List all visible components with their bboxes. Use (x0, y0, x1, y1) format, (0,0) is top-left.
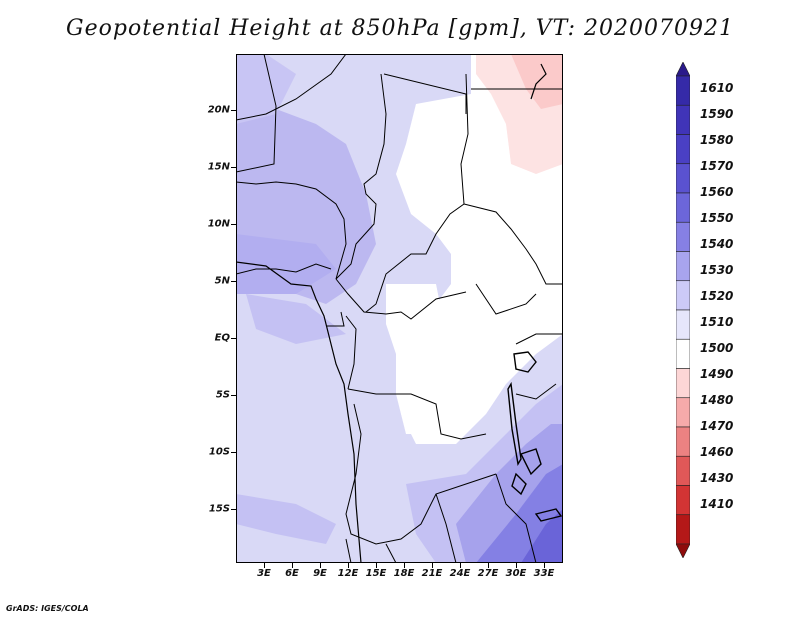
field-congo-white (386, 284, 446, 354)
colorbar-segment (676, 543, 690, 558)
lon-tick (544, 563, 545, 568)
lat-tick (231, 395, 236, 396)
lon-tick (292, 563, 293, 568)
colorbar-segment (676, 368, 690, 399)
lon-tick (348, 563, 349, 568)
lat-label: 15S (208, 503, 230, 515)
colorbar-label: 1500 (700, 341, 734, 355)
colorbar-segment (676, 485, 690, 516)
lat-tick (231, 338, 236, 339)
colorbar-label: 1540 (700, 237, 734, 251)
colorbar-segment (676, 514, 690, 545)
lon-label: 9E (313, 568, 327, 579)
colorbar-segment (676, 338, 690, 369)
colorbar-segment (676, 104, 690, 135)
lon-tick (460, 563, 461, 568)
colorbar-segment (676, 62, 690, 77)
colorbar-segment (676, 426, 690, 457)
lon-tick (404, 563, 405, 568)
field-south-darkest (521, 509, 563, 563)
field-southwest-patch (236, 494, 336, 544)
lon-label: 3E (257, 568, 271, 579)
colorbar-segment (676, 455, 690, 486)
lakes (507, 351, 563, 522)
colorbar-segment (676, 280, 690, 311)
lon-label: 27E (477, 568, 499, 579)
lat-label: 10N (207, 218, 230, 230)
colorbar-segment (676, 221, 690, 252)
lat-label: 10S (208, 446, 230, 458)
lon-label: 12E (337, 568, 359, 579)
field-gulf-coast (236, 234, 336, 294)
colorbar (676, 62, 690, 558)
field-basin-white (396, 354, 486, 434)
colorbar-label: 1580 (700, 133, 734, 147)
lon-tick (432, 563, 433, 568)
colorbar-segment (676, 192, 690, 223)
colorbar-label: 1480 (700, 393, 734, 407)
lat-label: 20N (207, 104, 230, 116)
colorbar-label: 1610 (700, 81, 734, 95)
colorbar-segment (676, 309, 690, 340)
lat-label: EQ (214, 332, 230, 344)
colorbar-label: 1520 (700, 289, 734, 303)
lon-label: 21E (421, 568, 443, 579)
colorbar-label: 1470 (700, 419, 734, 433)
lat-tick (231, 281, 236, 282)
colorbar-segment (676, 251, 690, 282)
colorbar-label: 1410 (700, 497, 734, 511)
coastline (236, 63, 547, 563)
colorbar-label: 1560 (700, 185, 734, 199)
colorbar-label: 1530 (700, 263, 734, 277)
geopotential-map (236, 54, 563, 563)
field-northeast-deeppink (511, 54, 563, 109)
colorbar-label: 1490 (700, 367, 734, 381)
colorbar-label: 1550 (700, 211, 734, 225)
colorbar-segment (676, 134, 690, 165)
map-frame (236, 54, 563, 563)
colorbar-segments (676, 62, 690, 558)
lon-label: 15E (365, 568, 387, 579)
lat-tick (231, 110, 236, 111)
lon-tick (264, 563, 265, 568)
lon-label: 18E (393, 568, 415, 579)
lon-label: 33E (533, 568, 555, 579)
country-borders (236, 54, 563, 563)
lat-label: 5N (214, 275, 230, 287)
lat-tick (231, 167, 236, 168)
lat-tick (231, 509, 236, 510)
lat-tick (231, 452, 236, 453)
colorbar-label: 1430 (700, 471, 734, 485)
colorbar-label: 1510 (700, 315, 734, 329)
colorbar-label: 1570 (700, 159, 734, 173)
lon-tick (320, 563, 321, 568)
lat-label: 15N (207, 161, 230, 173)
lat-label: 5S (215, 389, 230, 401)
lon-tick (376, 563, 377, 568)
lat-tick (231, 224, 236, 225)
map-panel (236, 54, 563, 563)
colorbar-segment (676, 397, 690, 428)
chart-title: Geopotential Height at 850hPa [gpm], VT:… (66, 16, 734, 41)
grads-credit: GrADS: IGES/COLA (6, 604, 89, 613)
colorbar-segment (676, 75, 690, 106)
colorbar-label: 1460 (700, 445, 734, 459)
field-northwest (236, 54, 296, 124)
lon-label: 30E (505, 568, 527, 579)
colorbar-segment (676, 163, 690, 194)
lon-tick (516, 563, 517, 568)
lon-label: 24E (449, 568, 471, 579)
lon-label: 6E (285, 568, 299, 579)
field-coast-patch (246, 294, 346, 344)
lon-tick (488, 563, 489, 568)
colorbar-label: 1590 (700, 107, 734, 121)
